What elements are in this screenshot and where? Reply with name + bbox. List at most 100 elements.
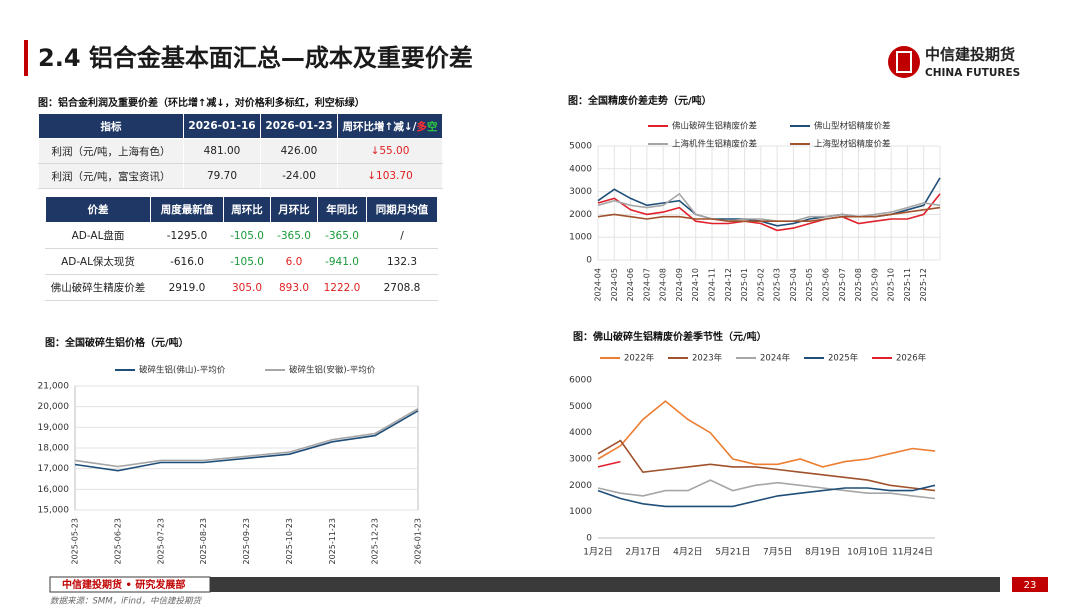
legend-label: 破碎生铝(佛山)-平均价 xyxy=(139,365,226,376)
header-part: 多 xyxy=(416,120,427,133)
header-cell: 2026-01-16 xyxy=(183,113,261,139)
y-tick-label: 15,000 xyxy=(38,506,70,516)
table-cell: -365.0 xyxy=(270,222,318,249)
x-tick-label: 2025-01 xyxy=(740,268,749,301)
chart-title: 图：全国破碎生铝价格（元/吨） xyxy=(45,336,189,349)
table-row: AD-AL盘面 -1295.0 -105.0 -365.0 -365.0/ xyxy=(45,222,438,249)
x-tick-label: 2025-07 xyxy=(838,268,847,301)
x-tick-label: 2025-08 xyxy=(854,268,863,301)
header-cell: 价差 xyxy=(45,196,151,223)
x-tick-label: 2025-03 xyxy=(773,268,782,301)
legend-label: 2024年 xyxy=(760,353,791,364)
x-tick-label: 2024-05 xyxy=(610,268,619,301)
y-tick-label: 19,000 xyxy=(38,423,70,433)
y-tick-label: 16,000 xyxy=(38,485,70,495)
x-tick-label: 2024-12 xyxy=(724,268,733,301)
table-cell: -616.0 xyxy=(150,248,224,275)
header-cell: 同期月均值 xyxy=(366,196,438,223)
x-tick-label: 2024-06 xyxy=(626,268,635,301)
table-row: 利润（元/吨，上海有色） 481.00 426.00 ↓55.00 xyxy=(38,138,443,164)
y-tick-label: 5000 xyxy=(569,402,592,412)
x-tick-label: 2025-05-23 xyxy=(71,518,80,565)
y-tick-label: 4000 xyxy=(569,164,592,174)
y-tick-label: 0 xyxy=(586,534,592,544)
legend-label: 佛山型材铝精废价差 xyxy=(814,121,891,132)
table-cell: 利润（元/吨，富宝资讯） xyxy=(38,163,184,189)
y-tick-label: 6000 xyxy=(569,376,592,386)
series-line xyxy=(597,400,936,468)
y-tick-label: 2000 xyxy=(569,481,592,491)
table-cell: 426.00 xyxy=(260,138,338,164)
table-cell: 893.0 xyxy=(270,274,318,301)
table-caption: 图：铝合金利润及重要价差（环比增↑减↓，对价格利多标红，利空标绿） xyxy=(38,98,365,109)
y-tick-label: 18,000 xyxy=(38,444,70,454)
header-row: 指标 2026-01-16 2026-01-23 周环比增↑减↓/多空 xyxy=(38,113,443,139)
data-table: 价差 周度最新值 周环比 月环比 年同比 同期月均值 AD-AL盘面 -1295.0 -105.… xyxy=(45,196,438,301)
x-tick-label: 4月2日 xyxy=(673,547,702,558)
logo-mark xyxy=(888,46,920,78)
footer-bar xyxy=(210,577,1000,592)
table-cell: ↓103.70 xyxy=(337,163,443,189)
header-cell: 周度最新值 xyxy=(150,196,224,223)
x-tick-label: 2025-04 xyxy=(789,268,798,301)
series-line xyxy=(597,484,936,508)
legend-label: 上海型材铝精废价差 xyxy=(814,139,891,150)
table-cell: 481.00 xyxy=(183,138,261,164)
table-cell: 1222.0 xyxy=(317,274,367,301)
table-cell: 132.3 xyxy=(366,248,438,275)
y-tick-label: 5000 xyxy=(569,142,592,152)
header-cell: 周环比 xyxy=(223,196,271,223)
x-tick-label: 8月19日 xyxy=(805,547,840,558)
table-cell: -1295.0 xyxy=(150,222,224,249)
x-tick-label: 2024-08 xyxy=(659,268,668,301)
header-cell: 周环比增↑减↓/多空 xyxy=(337,113,443,139)
x-tick-label: 2月17日 xyxy=(625,547,660,558)
x-tick-label: 2025-06-23 xyxy=(113,518,122,565)
chart-title: 图：佛山破碎生铝精废价差季节性（元/吨） xyxy=(573,330,767,343)
x-tick-label: 10月10日 xyxy=(847,547,888,558)
table-row: AD-AL保太现货 -616.0 -105.0 6.0 -941.0 132.3 xyxy=(45,248,438,275)
series-line xyxy=(597,206,941,222)
y-tick-label: 0 xyxy=(586,256,592,266)
x-tick-label: 7月5日 xyxy=(763,547,792,558)
x-tick-label: 2025-11-23 xyxy=(328,518,337,565)
x-tick-label: 1月2日 xyxy=(583,547,612,558)
data-table: 指标 2026-01-16 2026-01-23 周环比增↑减↓/多空 利润（元/吨，上… xyxy=(38,113,443,189)
logo-cn: 中信建投期货 xyxy=(925,46,1015,64)
legend-label: 上海机件生铝精废价差 xyxy=(672,139,757,150)
legend-label: 破碎生铝(安徽)-平均价 xyxy=(289,365,376,376)
table-cell: -365.0 xyxy=(317,222,367,249)
table-cell: 305.0 xyxy=(223,274,271,301)
logo-mark-inner xyxy=(896,51,912,73)
slide-title: 2.4 铝合金基本面汇总—成本及重要价差 xyxy=(38,44,473,72)
header-part: 周环比增↑减↓/ xyxy=(342,120,417,133)
x-tick-label: 2025-10-23 xyxy=(285,518,294,565)
x-tick-label: 5月21日 xyxy=(715,547,750,558)
header-cell: 年同比 xyxy=(317,196,367,223)
x-tick-label: 2025-08-23 xyxy=(199,518,208,565)
y-tick-label: 4000 xyxy=(569,428,592,438)
series-line xyxy=(74,408,419,468)
chart-title: 图：全国精废价差走势（元/吨） xyxy=(568,94,712,107)
table-cell: 利润（元/吨，上海有色） xyxy=(38,138,184,164)
x-tick-label: 2025-02 xyxy=(756,268,765,301)
x-tick-label: 2024-09 xyxy=(675,268,684,301)
x-tick-label: 2026-01-23 xyxy=(414,518,423,565)
series-line xyxy=(597,479,936,500)
legend-label: 2026年 xyxy=(896,353,927,364)
x-tick-label: 2025-07-23 xyxy=(156,518,165,565)
table-cell: -105.0 xyxy=(223,248,271,275)
y-tick-label: 17,000 xyxy=(38,464,70,474)
x-tick-label: 2025-12-23 xyxy=(371,518,380,565)
x-tick-label: 2025-12 xyxy=(919,268,928,301)
series-line xyxy=(597,439,936,492)
footer-org: 中信建投期货 • 研究发展部 xyxy=(62,578,185,591)
legend-label: 2023年 xyxy=(692,353,723,364)
y-tick-label: 3000 xyxy=(569,455,592,465)
table-cell: / xyxy=(366,222,438,249)
table-cell: AD-AL盘面 xyxy=(45,222,151,249)
table-cell: -105.0 xyxy=(223,222,271,249)
y-tick-label: 3000 xyxy=(569,187,592,197)
